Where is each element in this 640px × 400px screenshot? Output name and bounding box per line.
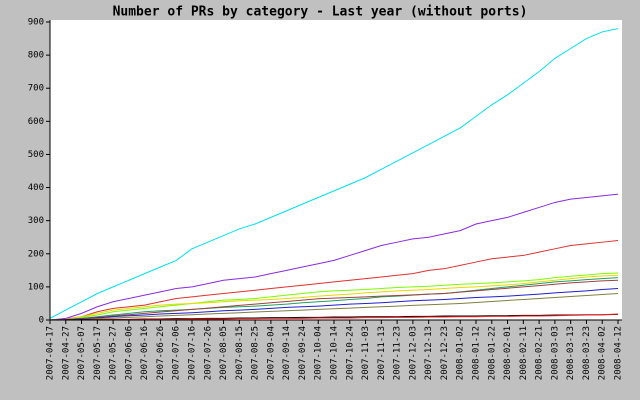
x-tick-label: 2007-07-16 bbox=[188, 326, 198, 380]
series-line bbox=[49, 193, 619, 321]
x-tick-label: 2007-10-14 bbox=[330, 326, 340, 380]
x-tick-label: 2007-06-06 bbox=[124, 326, 134, 380]
y-tick-label: 500 bbox=[28, 150, 44, 160]
series-line bbox=[49, 279, 619, 321]
x-tick-label: 2007-05-17 bbox=[93, 326, 103, 380]
x-tick-label: 2007-12-03 bbox=[408, 326, 418, 380]
y-tick-label: 800 bbox=[28, 51, 44, 61]
x-tick-label: 2007-09-14 bbox=[282, 326, 292, 380]
series-line bbox=[49, 240, 619, 321]
y-tick-label: 400 bbox=[28, 183, 44, 193]
x-tick-label: 2007-09-24 bbox=[298, 326, 308, 380]
series-line bbox=[49, 274, 619, 321]
x-tick-label: 2007-06-26 bbox=[156, 326, 166, 380]
x-tick-label: 2007-11-03 bbox=[361, 326, 371, 380]
x-tick-label: 2007-05-27 bbox=[109, 326, 119, 380]
x-tick-label: 2007-07-26 bbox=[203, 326, 213, 380]
y-tick-label: 0 bbox=[39, 316, 44, 326]
y-tick-label: 300 bbox=[28, 216, 44, 226]
series-line bbox=[49, 277, 619, 321]
x-tick-label: 2007-06-16 bbox=[140, 326, 150, 380]
series-line bbox=[49, 288, 619, 321]
x-tick-label: 2007-04-27 bbox=[61, 326, 71, 380]
x-tick-label: 2008-04-12 bbox=[614, 326, 624, 380]
x-tick-label: 2008-03-03 bbox=[550, 326, 560, 380]
x-tick-label: 2007-08-25 bbox=[251, 326, 261, 380]
series-line bbox=[50, 293, 619, 321]
x-tick-label: 2007-12-13 bbox=[424, 326, 434, 380]
series-line bbox=[49, 28, 619, 319]
y-tick-label: 100 bbox=[28, 282, 44, 292]
x-tick-label: 2008-04-02 bbox=[598, 326, 608, 380]
x-tick-label: 2007-11-13 bbox=[377, 326, 387, 380]
x-tick-label: 2008-01-22 bbox=[487, 326, 497, 380]
x-tick-label: 2008-02-01 bbox=[503, 326, 513, 380]
y-tick-label: 900 bbox=[28, 18, 44, 28]
x-tick-label: 2007-12-23 bbox=[440, 326, 450, 380]
y-tick-label: 700 bbox=[28, 84, 44, 94]
x-tick-label: 2007-10-04 bbox=[314, 326, 324, 380]
x-tick-label: 2008-03-13 bbox=[566, 326, 576, 380]
x-tick-label: 2008-01-12 bbox=[472, 326, 482, 380]
x-tick-label: 2007-09-04 bbox=[266, 326, 276, 380]
x-tick-label: 2007-05-07 bbox=[77, 326, 87, 380]
chart-title: Number of PRs by category - Last year (w… bbox=[113, 5, 528, 20]
x-tick-label: 2008-02-21 bbox=[535, 326, 545, 380]
x-tick-label: 2008-02-11 bbox=[519, 326, 529, 380]
y-tick-label: 200 bbox=[28, 249, 44, 259]
x-tick-label: 2008-03-23 bbox=[582, 326, 592, 380]
x-tick-label: 2007-08-15 bbox=[235, 326, 245, 380]
x-tick-label: 2007-07-06 bbox=[172, 326, 182, 380]
x-tick-label: 2007-04-17 bbox=[46, 326, 56, 380]
x-tick-label: 2007-11-23 bbox=[393, 326, 403, 380]
x-tick-label: 2007-10-24 bbox=[345, 326, 355, 380]
series-line bbox=[49, 272, 619, 321]
y-tick-label: 600 bbox=[28, 117, 44, 127]
plot-area bbox=[50, 20, 622, 320]
series-line bbox=[50, 313, 619, 321]
x-tick-label: 2008-01-02 bbox=[456, 326, 466, 380]
x-tick-label: 2007-08-05 bbox=[219, 326, 229, 380]
